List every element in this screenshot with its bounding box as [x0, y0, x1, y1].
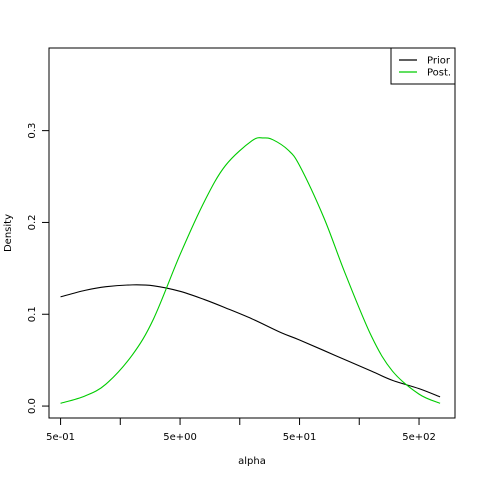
plot-frame — [48, 47, 456, 419]
x-tick-label: 5e+01 — [283, 432, 317, 443]
series-line-prior — [60, 284, 441, 398]
series-line-post — [60, 137, 441, 404]
x-tick-label: 5e+00 — [163, 432, 197, 443]
axes-layer: 5e-01 5e+00 5e+01 5e+02 0.0 0.1 0.2 0.3 — [27, 47, 456, 443]
x-tick-label: 5e+02 — [402, 432, 436, 443]
x-axis-label: alpha — [238, 456, 266, 467]
y-axis-label: Density — [3, 214, 14, 252]
y-tick-label: 0.3 — [27, 123, 38, 139]
y-tick-label: 0.2 — [27, 214, 38, 230]
x-tick-label: 5e-01 — [46, 432, 75, 443]
y-tick-label: 0.0 — [27, 398, 38, 414]
series-layer — [60, 137, 441, 404]
legend-label: Prior — [427, 56, 451, 67]
legend-label: Post. — [427, 68, 451, 79]
y-tick-label: 0.1 — [27, 306, 38, 322]
legend-box — [390, 47, 456, 85]
